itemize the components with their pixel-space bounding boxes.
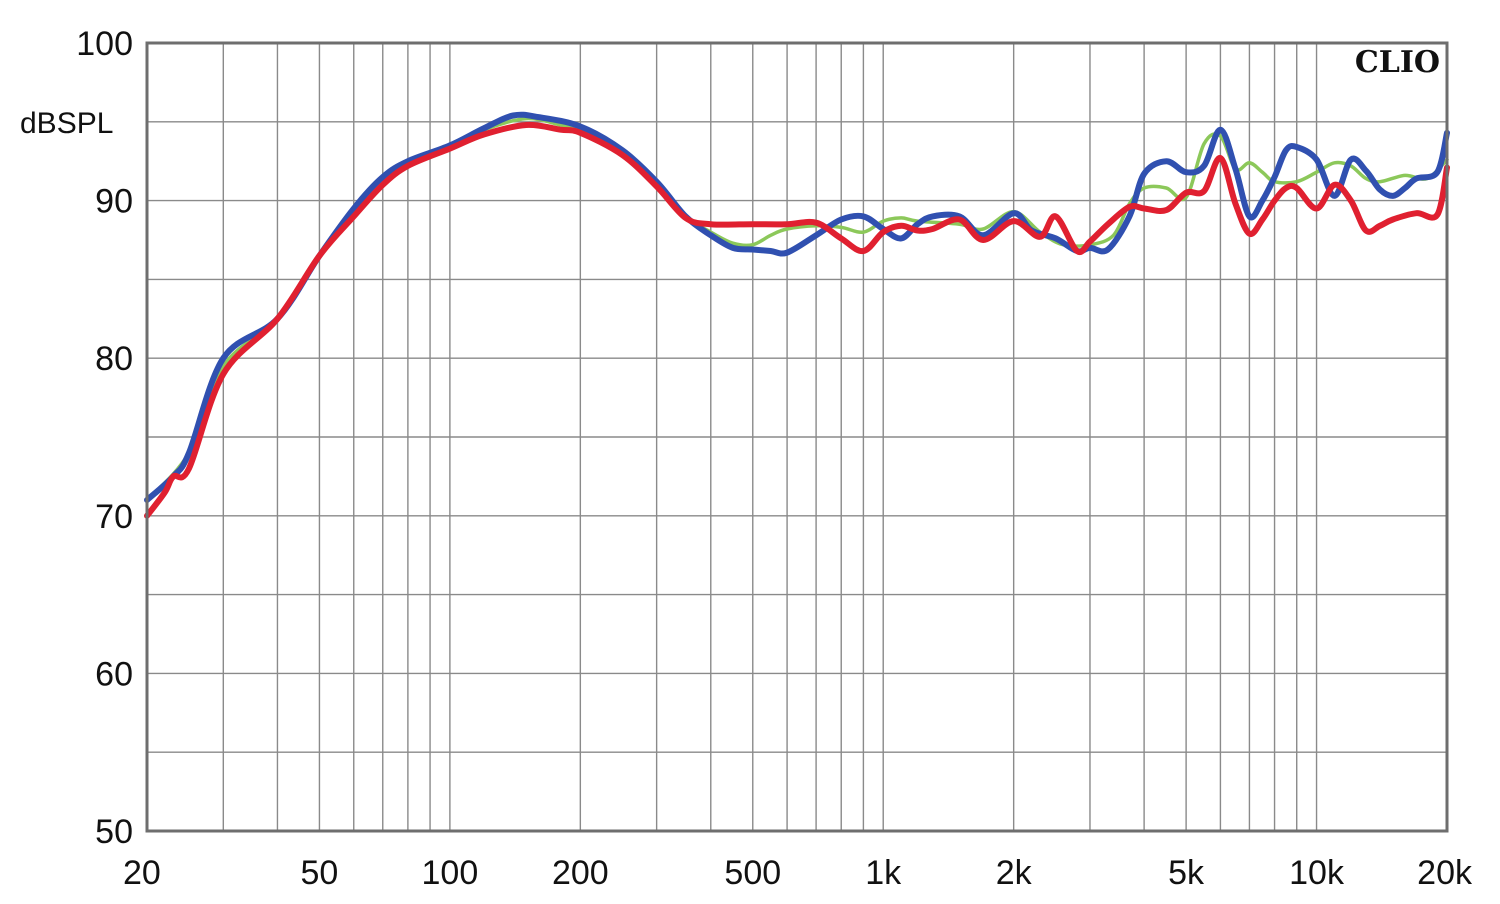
x-tick-label: 10k (1289, 854, 1345, 892)
y-tick-label: 60 (95, 655, 133, 693)
x-tick-label: 100 (422, 854, 479, 892)
y-tick-label: 90 (95, 183, 133, 221)
y-tick-labels: 50 60 70 80 90 100 (76, 25, 133, 851)
x-tick-label: 5k (1168, 854, 1205, 892)
x-tick-label: 20k (1417, 854, 1473, 892)
x-tick-labels: 20 50 100 200 500 1k 2k 5k 10k 20k (123, 854, 1473, 892)
series-line-1 (145, 116, 1449, 502)
grid-lines (147, 43, 1447, 831)
series-line-2 (144, 111, 1450, 503)
y-tick-label: 70 (95, 498, 133, 536)
clio-watermark: CLIO (1355, 45, 1440, 80)
series-lines (144, 111, 1450, 519)
y-tick-label: 100 (76, 25, 133, 63)
y-tick-label: 50 (95, 813, 133, 851)
x-tick-label: 20 (123, 854, 161, 892)
series-line-3 (144, 121, 1450, 519)
y-tick-label: 80 (95, 340, 133, 378)
plot-frame (145, 41, 1449, 833)
x-tick-label: 1k (865, 854, 902, 892)
x-tick-label: 500 (724, 854, 781, 892)
x-tick-label: 2k (996, 854, 1033, 892)
x-tick-label: 50 (301, 854, 339, 892)
y-axis-label: dBSPL (20, 107, 113, 140)
x-tick-label: 200 (552, 854, 609, 892)
